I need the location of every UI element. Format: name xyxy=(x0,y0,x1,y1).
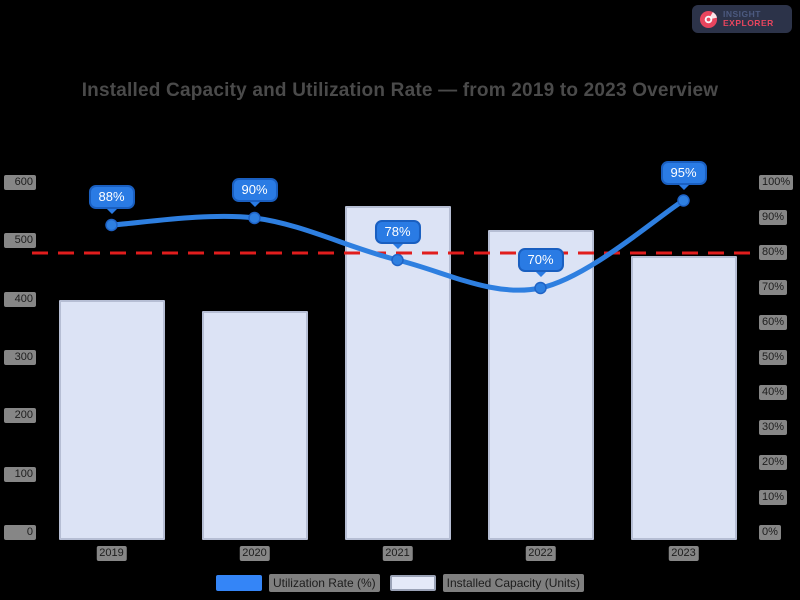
legend-label-line: Utilization Rate (%) xyxy=(268,574,380,592)
x-axis-label-2021: 2021 xyxy=(382,546,413,561)
right-axis-tick: 50% xyxy=(759,350,788,365)
x-axis-label-2023: 2023 xyxy=(668,546,699,561)
left-axis-tick: 300 xyxy=(4,350,36,365)
legend: Utilization Rate (%) Installed Capacity … xyxy=(0,574,800,592)
right-axis-tick: 100% xyxy=(759,175,794,190)
left-axis-tick: 400 xyxy=(4,291,36,307)
legend-label-bar: Installed Capacity (Units) xyxy=(442,574,585,592)
line-point-2019 xyxy=(105,218,118,232)
bar-2020 xyxy=(201,311,308,540)
legend-item-bar: Installed Capacity (Units) xyxy=(389,574,585,592)
right-axis-tick: 90% xyxy=(759,210,788,225)
x-axis-label-2019: 2019 xyxy=(96,546,127,561)
line-point-2020 xyxy=(248,211,261,225)
bar-2019 xyxy=(58,299,165,540)
legend-swatch-line xyxy=(215,575,262,591)
legend-swatch-bar xyxy=(389,575,436,591)
right-axis-tick: 30% xyxy=(759,420,788,435)
bar-2021 xyxy=(344,206,451,540)
x-axis-label-2022: 2022 xyxy=(525,546,556,561)
chart-title: Installed Capacity and Utilization Rate … xyxy=(81,80,719,101)
right-axis-tick: 40% xyxy=(759,385,788,400)
point-label-2022: 70% xyxy=(517,248,564,277)
bar-2023 xyxy=(630,255,737,540)
x-axis-label-2020: 2020 xyxy=(239,546,270,561)
brand-logo: INSIGHT EXPLORER xyxy=(692,5,792,33)
right-axis-tick: 10% xyxy=(759,490,788,505)
left-axis-tick: 100 xyxy=(4,466,36,482)
legend-item-line: Utilization Rate (%) xyxy=(215,574,380,592)
left-axis-tick: 500 xyxy=(4,233,36,249)
right-axis-tick: 0% xyxy=(759,525,781,540)
logo-text-line2: EXPLORER xyxy=(723,18,774,28)
point-label-2021: 78% xyxy=(374,220,421,249)
right-axis-tick: 20% xyxy=(759,455,788,470)
left-axis-tick: 200 xyxy=(4,408,36,424)
left-axis-tick: 600 xyxy=(4,175,36,190)
point-label-2020: 90% xyxy=(231,178,278,207)
point-label-2023: 95% xyxy=(660,160,707,190)
point-label-2019: 88% xyxy=(88,185,135,214)
right-axis-tick: 70% xyxy=(759,280,788,295)
donut-chart-icon xyxy=(699,10,718,28)
right-axis-tick: 60% xyxy=(759,315,788,330)
right-axis-tick: 80% xyxy=(759,245,788,260)
logo-text-line1: INSIGHT xyxy=(723,9,761,20)
line-point-2023 xyxy=(677,194,690,207)
left-axis-tick: 0 xyxy=(4,525,36,540)
